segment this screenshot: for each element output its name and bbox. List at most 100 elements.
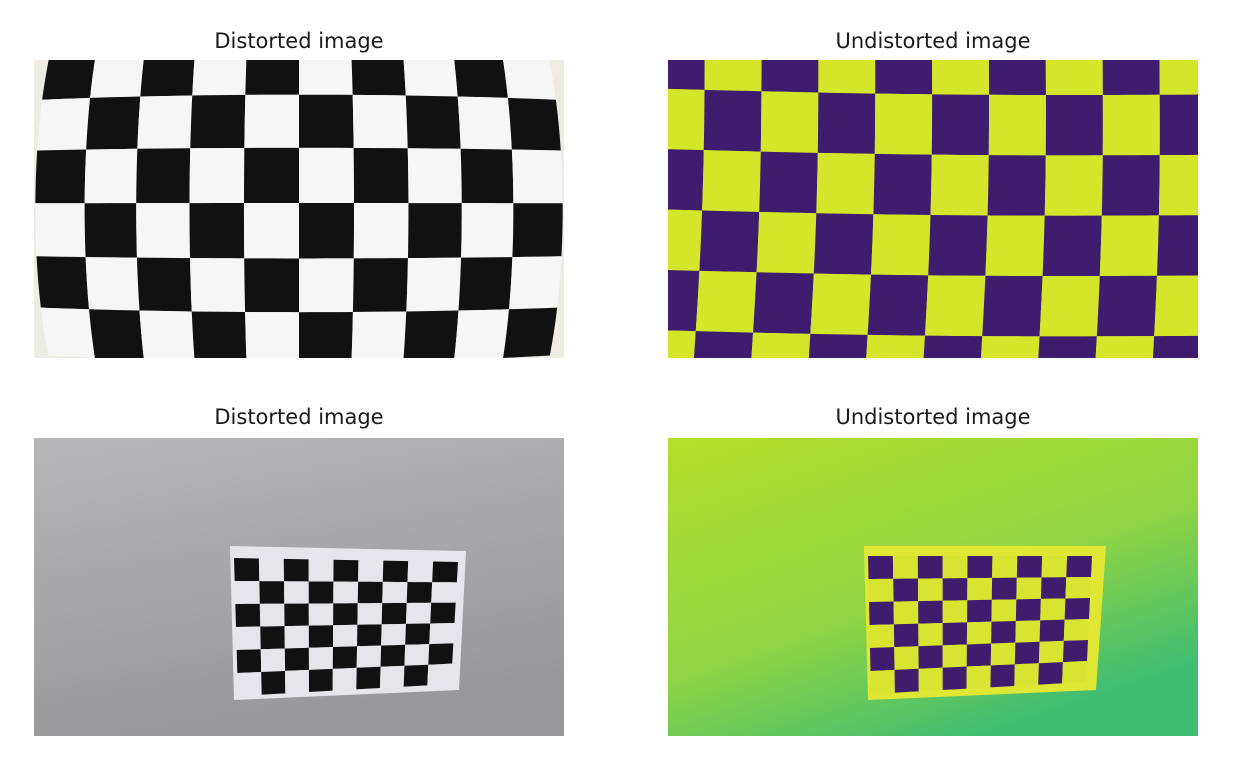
checker-square <box>35 203 86 258</box>
checker-square <box>351 311 407 358</box>
checker-square <box>1062 640 1088 663</box>
checker-square <box>405 602 432 624</box>
checker-square <box>236 626 261 650</box>
checker-square <box>382 560 409 583</box>
checker-square <box>923 335 983 358</box>
checker-square <box>966 621 992 645</box>
checker-square <box>85 257 140 311</box>
checker-square <box>893 601 919 625</box>
checker-square <box>1154 275 1198 337</box>
checker-square <box>190 258 246 313</box>
checker-square <box>1038 336 1097 358</box>
checker-square <box>299 147 355 204</box>
undistorted-board-grid <box>668 60 1198 358</box>
checker-square <box>42 60 95 100</box>
checker-square <box>1159 94 1198 156</box>
checker-square <box>191 311 247 358</box>
checker-square <box>454 60 508 98</box>
distorted-board-grid <box>35 60 563 358</box>
checker-square <box>695 270 757 333</box>
checker-square <box>236 649 262 673</box>
checker-square <box>988 94 1046 156</box>
checker-square <box>283 558 309 582</box>
checker-square <box>942 556 968 579</box>
checker-square <box>942 644 967 668</box>
checker-square <box>1042 215 1102 277</box>
checker-square <box>357 624 382 647</box>
checker-square <box>985 215 1045 277</box>
checker-square <box>245 60 299 95</box>
checker-square <box>1159 60 1198 95</box>
checker-square <box>508 256 562 310</box>
checker-square <box>942 578 968 601</box>
checker-square <box>237 671 262 696</box>
checker-square <box>1156 215 1198 276</box>
checker-square <box>870 669 895 694</box>
checker-square <box>1015 598 1041 621</box>
checker-square <box>1158 154 1198 216</box>
checker-square <box>139 310 195 358</box>
checker-square <box>261 670 286 695</box>
checker-square <box>407 561 434 583</box>
checker-square <box>454 309 509 358</box>
checker-square <box>89 309 144 358</box>
checker-square <box>942 622 968 646</box>
checker-square <box>760 91 819 153</box>
checker-square <box>917 578 943 602</box>
checker-square <box>258 558 285 582</box>
checker-square <box>894 668 919 693</box>
checker-square <box>357 581 383 604</box>
checker-square <box>260 626 285 650</box>
checker-square <box>333 603 358 626</box>
checker-square <box>1038 662 1063 685</box>
checker-square <box>918 623 943 647</box>
checker-square <box>759 151 818 214</box>
checker-square <box>668 149 704 211</box>
checker-square <box>403 664 429 687</box>
wall-board-grid <box>234 558 458 696</box>
checker-square <box>140 60 195 97</box>
checker-square <box>259 581 285 604</box>
checker-square <box>702 150 761 212</box>
checker-square <box>244 258 299 313</box>
checker-square <box>308 668 333 692</box>
checker-square <box>259 603 285 627</box>
checker-square <box>308 647 333 670</box>
checker-square <box>432 561 458 583</box>
checker-square <box>429 623 455 645</box>
checker-square <box>503 307 558 358</box>
checker-square <box>1016 556 1043 578</box>
checker-square <box>668 330 696 358</box>
checker-square <box>460 148 514 204</box>
checker-square <box>427 663 453 686</box>
checker-square <box>987 155 1046 216</box>
checker-square <box>1095 336 1155 358</box>
checker-square <box>991 621 1016 644</box>
checker-square <box>751 332 811 358</box>
checker-square <box>507 97 561 151</box>
checker-square <box>1064 598 1090 620</box>
checker-square <box>703 89 762 152</box>
checker-square <box>406 582 433 603</box>
checker-square <box>299 60 353 95</box>
checker-square <box>942 600 968 623</box>
checker-square <box>403 60 458 97</box>
checker-square <box>136 203 191 259</box>
checker-square <box>189 203 245 259</box>
checker-square <box>189 147 245 204</box>
checker-square <box>813 213 874 275</box>
checker-square <box>761 60 819 93</box>
checker-square <box>503 60 556 100</box>
checker-square <box>868 556 894 579</box>
checker-square <box>512 203 563 258</box>
checker-square <box>867 274 929 336</box>
checker-square <box>1102 94 1160 156</box>
checker-square <box>668 270 700 332</box>
checker-square <box>284 581 309 604</box>
checker-square <box>668 88 705 151</box>
checker-square <box>1152 335 1198 358</box>
undistorted-wall-checkerboard-image <box>668 438 1198 736</box>
checker-square <box>1063 619 1089 641</box>
checker-square <box>1062 661 1087 684</box>
checker-square <box>136 257 192 312</box>
